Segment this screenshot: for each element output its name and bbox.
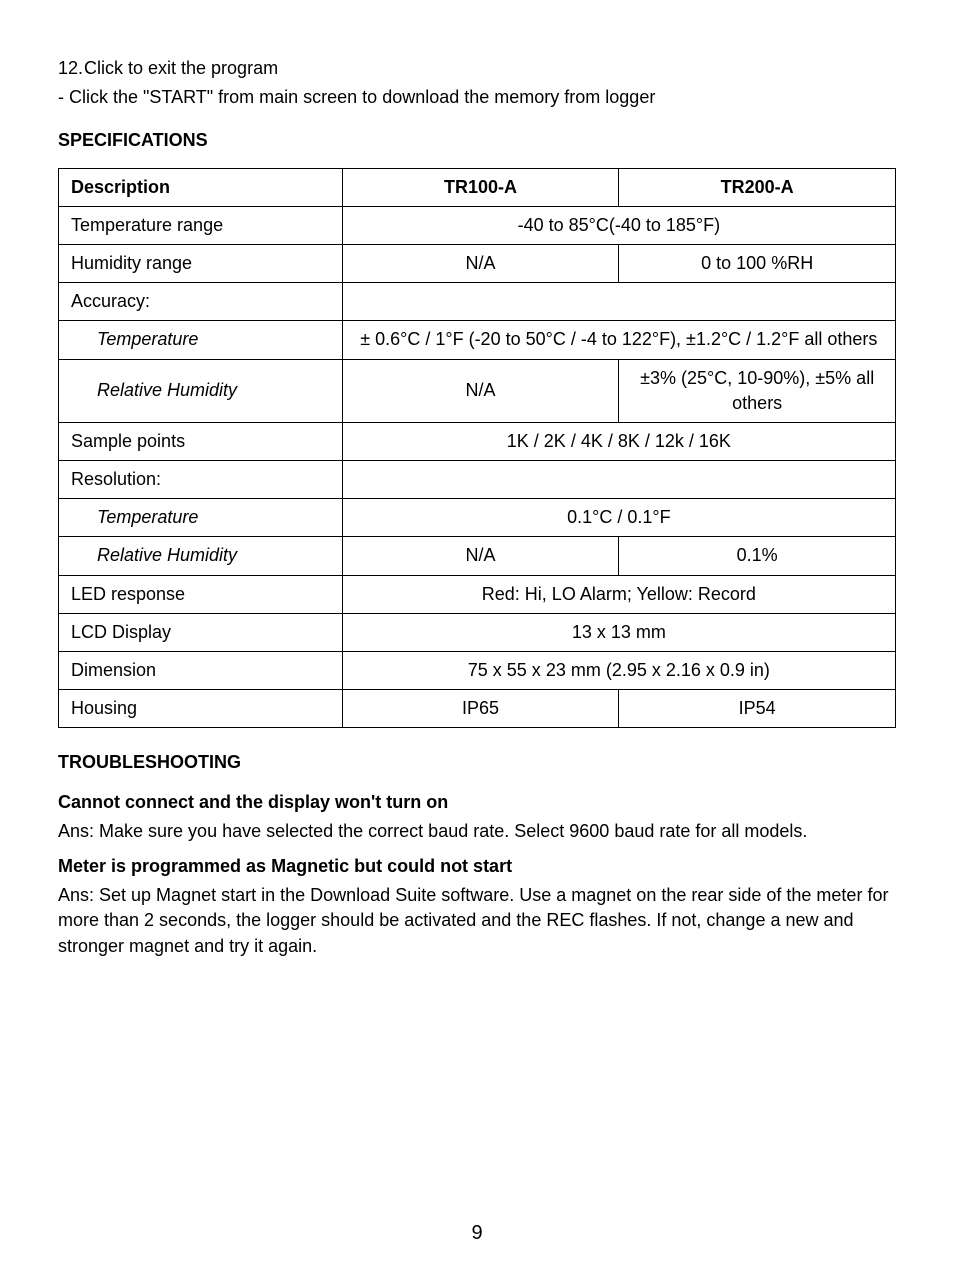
row-label: Resolution:	[59, 461, 343, 499]
table-row: Temperature± 0.6°C / 1°F (-20 to 50°C / …	[59, 321, 896, 359]
specifications-table: Description TR100-A TR200-A Temperature …	[58, 168, 896, 729]
row-label: Relative Humidity	[59, 537, 343, 575]
row-value-b: 0.1%	[619, 537, 896, 575]
row-value	[342, 283, 895, 321]
troubleshooting-question: Cannot connect and the display won't tur…	[58, 790, 896, 815]
row-value-a: N/A	[342, 537, 619, 575]
page-number: 9	[58, 1219, 896, 1247]
intro-list-item: 12.Click to exit the program	[58, 56, 896, 81]
row-value-a: N/A	[342, 244, 619, 282]
row-value	[342, 461, 895, 499]
row-label: Temperature	[59, 499, 343, 537]
row-label: Relative Humidity	[59, 359, 343, 422]
troubleshooting-question: Meter is programmed as Magnetic but coul…	[58, 854, 896, 879]
table-row: Accuracy:	[59, 283, 896, 321]
row-value-a: N/A	[342, 359, 619, 422]
row-value-b: 0 to 100 %RH	[619, 244, 896, 282]
col-header-tr100a: TR100-A	[342, 168, 619, 206]
row-label: Accuracy:	[59, 283, 343, 321]
table-row: HousingIP65IP54	[59, 690, 896, 728]
row-label: Sample points	[59, 422, 343, 460]
row-value-b: ±3% (25°C, 10-90%), ±5% all others	[619, 359, 896, 422]
specifications-heading: SPECIFICATIONS	[58, 128, 896, 153]
row-label: Temperature	[59, 321, 343, 359]
row-label: Temperature range	[59, 206, 343, 244]
troubleshooting-heading: TROUBLESHOOTING	[58, 750, 896, 775]
row-value: 0.1°C / 0.1°F	[342, 499, 895, 537]
row-value: ± 0.6°C / 1°F (-20 to 50°C / -4 to 122°F…	[342, 321, 895, 359]
table-row: Humidity rangeN/A0 to 100 %RH	[59, 244, 896, 282]
troubleshooting-answer: Ans: Make sure you have selected the cor…	[58, 819, 896, 844]
row-label: LCD Display	[59, 613, 343, 651]
intro-list-text: Click to exit the program	[84, 58, 278, 78]
row-value: 75 x 55 x 23 mm (2.95 x 2.16 x 0.9 in)	[342, 652, 895, 690]
row-label: Housing	[59, 690, 343, 728]
table-row: Relative HumidityN/A0.1%	[59, 537, 896, 575]
row-label: Dimension	[59, 652, 343, 690]
col-header-tr200a: TR200-A	[619, 168, 896, 206]
row-value: 1K / 2K / 4K / 8K / 12k / 16K	[342, 422, 895, 460]
row-value: 13 x 13 mm	[342, 613, 895, 651]
table-header-row: Description TR100-A TR200-A	[59, 168, 896, 206]
table-row: Temperature0.1°C / 0.1°F	[59, 499, 896, 537]
troubleshooting-answer: Ans: Set up Magnet start in the Download…	[58, 883, 896, 959]
table-row: LED responseRed: Hi, LO Alarm; Yellow: R…	[59, 575, 896, 613]
row-label: LED response	[59, 575, 343, 613]
intro-list-number: 12.	[58, 56, 84, 81]
table-row: LCD Display13 x 13 mm	[59, 613, 896, 651]
row-value-a: IP65	[342, 690, 619, 728]
table-row: Relative HumidityN/A±3% (25°C, 10-90%), …	[59, 359, 896, 422]
row-value: Red: Hi, LO Alarm; Yellow: Record	[342, 575, 895, 613]
table-row: Temperature range-40 to 85°C(-40 to 185°…	[59, 206, 896, 244]
intro-bullet: - Click the "START" from main screen to …	[58, 85, 896, 110]
row-label: Humidity range	[59, 244, 343, 282]
table-row: Resolution:	[59, 461, 896, 499]
table-row: Dimension75 x 55 x 23 mm (2.95 x 2.16 x …	[59, 652, 896, 690]
table-row: Sample points1K / 2K / 4K / 8K / 12k / 1…	[59, 422, 896, 460]
row-value-b: IP54	[619, 690, 896, 728]
col-header-description: Description	[59, 168, 343, 206]
row-value: -40 to 85°C(-40 to 185°F)	[342, 206, 895, 244]
